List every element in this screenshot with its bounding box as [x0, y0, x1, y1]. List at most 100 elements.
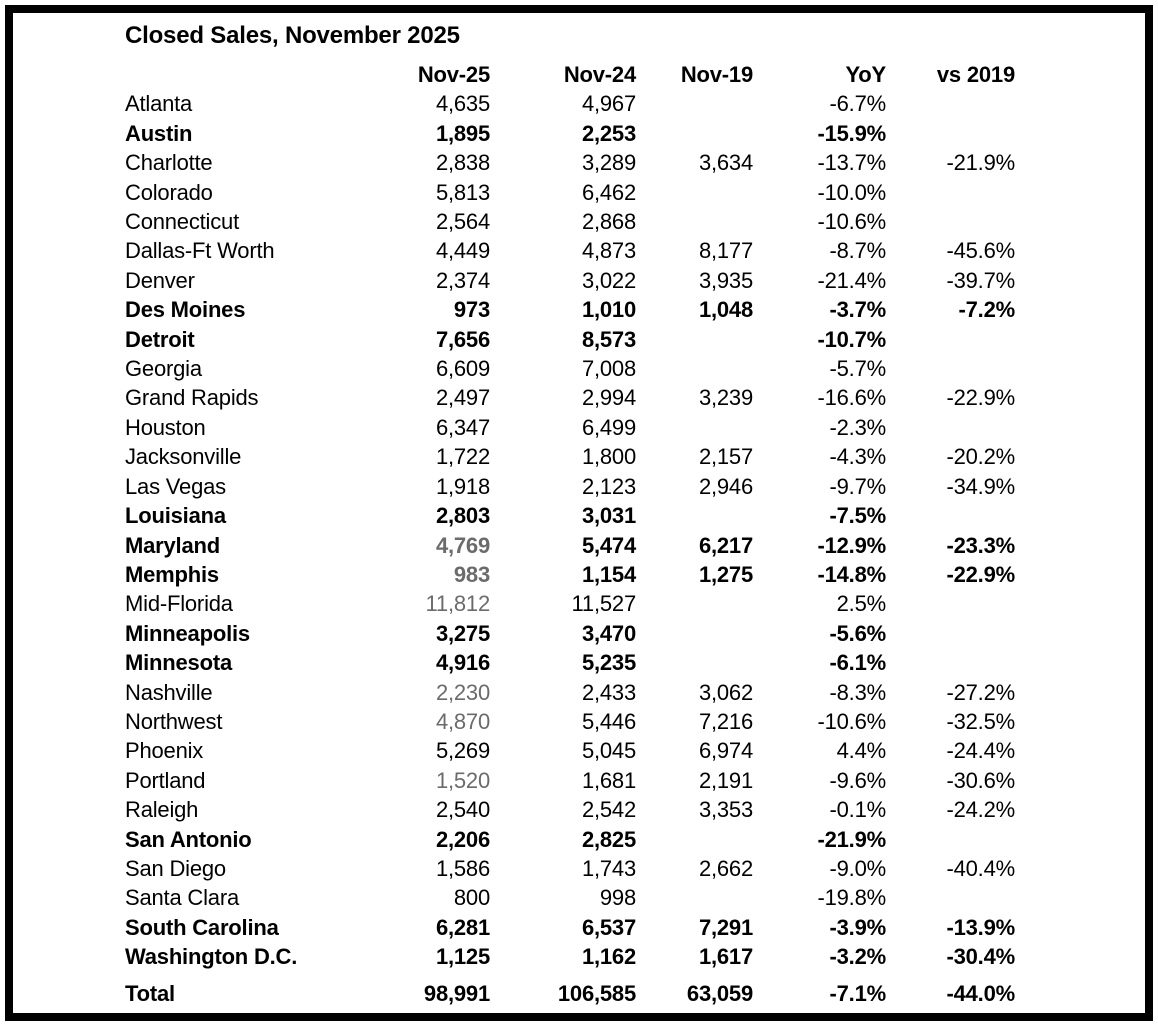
table-row: Minneapolis 3,275 3,470 -5.6%: [125, 619, 1145, 648]
table-row: Las Vegas 1,918 2,123 2,946 -9.7% -34.9%: [125, 472, 1145, 501]
cell-nov24: 5,045: [581, 738, 636, 764]
cell-nov24: 998: [599, 885, 636, 911]
cell-nov24: 1,743: [581, 855, 636, 881]
row-label: Santa Clara: [125, 885, 239, 911]
row-label: South Carolina: [125, 914, 279, 940]
cell-nov25: 2,206: [435, 826, 490, 852]
cell-nov25: 2,838: [435, 150, 490, 176]
table-row: Minnesota 4,916 5,235 -6.1%: [125, 648, 1145, 677]
cell-nov19: [636, 501, 753, 530]
header-nov-19: Nov-19: [680, 62, 753, 87]
row-label: Detroit: [125, 326, 195, 352]
cell-yoy: -5.7%: [829, 356, 887, 382]
header-vs-2019: vs 2019: [936, 62, 1015, 87]
row-label: San Antonio: [125, 826, 252, 852]
cell-nov19: [636, 178, 753, 207]
cell-vs2019: -24.2%: [946, 797, 1015, 823]
cell-vs2019: -45.6%: [946, 238, 1015, 264]
cell-vs2019: [886, 501, 1015, 530]
cell-yoy: -15.9%: [817, 120, 886, 146]
row-label: Memphis: [125, 561, 219, 587]
total-nov-24: 106,585: [557, 980, 636, 1006]
cell-vs2019: -20.2%: [946, 444, 1015, 470]
row-label: Mid-Florida: [125, 591, 233, 617]
cell-vs2019: -23.3%: [946, 532, 1015, 558]
cell-nov24: 6,499: [581, 414, 636, 440]
cell-yoy: -5.6%: [829, 620, 887, 646]
row-label: Las Vegas: [125, 473, 226, 499]
cell-yoy: -14.8%: [817, 561, 886, 587]
cell-yoy: -9.7%: [829, 473, 887, 499]
table-row: Dallas-Ft Worth 4,449 4,873 8,177 -8.7% -45.6…: [125, 236, 1145, 265]
header-nov-24: Nov-24: [563, 62, 636, 87]
cell-vs2019: -30.6%: [946, 767, 1015, 793]
cell-nov25: 2,564: [435, 209, 490, 235]
table-row: South Carolina 6,281 6,537 7,291 -3.9% -13.9%: [125, 913, 1145, 942]
cell-vs2019: -22.9%: [946, 385, 1015, 411]
row-label: Georgia: [125, 356, 202, 382]
table-row: Houston 6,347 6,499 -2.3%: [125, 413, 1145, 442]
cell-yoy: -10.0%: [817, 179, 886, 205]
row-label: Washington D.C.: [125, 944, 298, 970]
table-row: Des Moines 973 1,010 1,048 -3.7% -7.2%: [125, 295, 1145, 324]
cell-nov24: 1,162: [581, 944, 636, 970]
cell-vs2019: [886, 325, 1015, 354]
cell-nov25: 2,803: [435, 503, 490, 529]
table-row: Santa Clara 800 998 -19.8%: [125, 883, 1145, 912]
header-row: Nov-25 Nov-24 Nov-19 YoY vs 2019: [125, 60, 1145, 89]
cell-vs2019: -7.2%: [958, 297, 1016, 323]
cell-nov24: 2,542: [581, 797, 636, 823]
cell-nov24: 2,868: [581, 209, 636, 235]
cell-nov24: 1,154: [581, 561, 636, 587]
cell-nov24: 5,474: [581, 532, 636, 558]
cell-nov19: [636, 354, 753, 383]
cell-nov19: 3,634: [698, 150, 753, 176]
cell-nov19: [636, 325, 753, 354]
cell-vs2019: -30.4%: [946, 944, 1015, 970]
row-label: Connecticut: [125, 209, 239, 235]
table-row: Mid-Florida 11,812 11,527 2.5%: [125, 589, 1145, 618]
cell-nov25: 4,635: [435, 91, 490, 117]
cell-nov25: 6,281: [435, 914, 490, 940]
cell-yoy: -21.4%: [817, 267, 886, 293]
cell-yoy: -10.7%: [817, 326, 886, 352]
cell-yoy: -9.6%: [829, 767, 887, 793]
cell-nov24: 3,289: [581, 150, 636, 176]
cell-nov24: 2,123: [581, 473, 636, 499]
row-label: Northwest: [125, 708, 223, 734]
table-row: Portland 1,520 1,681 2,191 -9.6% -30.6%: [125, 766, 1145, 795]
cell-nov19: 2,191: [698, 767, 753, 793]
cell-vs2019: -40.4%: [946, 855, 1015, 881]
total-label: Total: [125, 980, 175, 1006]
cell-vs2019: [886, 354, 1015, 383]
cell-yoy: 2.5%: [836, 591, 887, 617]
table-row: Phoenix 5,269 5,045 6,974 4.4% -24.4%: [125, 736, 1145, 765]
cell-nov25: 4,916: [435, 650, 490, 676]
cell-nov19: 1,275: [698, 561, 753, 587]
cell-nov25: 983: [453, 561, 490, 587]
cell-yoy: -10.6%: [817, 209, 886, 235]
cell-yoy: -6.7%: [829, 91, 887, 117]
cell-nov19: 6,974: [698, 738, 753, 764]
cell-nov24: 6,462: [581, 179, 636, 205]
cell-vs2019: [886, 119, 1015, 148]
row-label: Charlotte: [125, 150, 213, 176]
cell-nov25: 973: [453, 297, 490, 323]
cell-nov24: 2,825: [581, 826, 636, 852]
cell-yoy: -3.9%: [829, 914, 887, 940]
table-row: Colorado 5,813 6,462 -10.0%: [125, 178, 1145, 207]
cell-vs2019: [886, 207, 1015, 236]
total-vs-2019: -44.0%: [946, 980, 1015, 1006]
table-row: Memphis 983 1,154 1,275 -14.8% -22.9%: [125, 560, 1145, 589]
table-row: Northwest 4,870 5,446 7,216 -10.6% -32.5%: [125, 707, 1145, 736]
cell-yoy: -21.9%: [817, 826, 886, 852]
cell-nov19: [636, 119, 753, 148]
total-nov-19: 63,059: [686, 980, 753, 1006]
cell-nov19: 7,216: [698, 708, 753, 734]
cell-nov19: 7,291: [698, 914, 753, 940]
cell-nov25: 1,722: [435, 444, 490, 470]
cell-nov24: 5,446: [581, 708, 636, 734]
cell-vs2019: -22.9%: [946, 561, 1015, 587]
cell-vs2019: [886, 413, 1015, 442]
cell-nov19: [636, 825, 753, 854]
